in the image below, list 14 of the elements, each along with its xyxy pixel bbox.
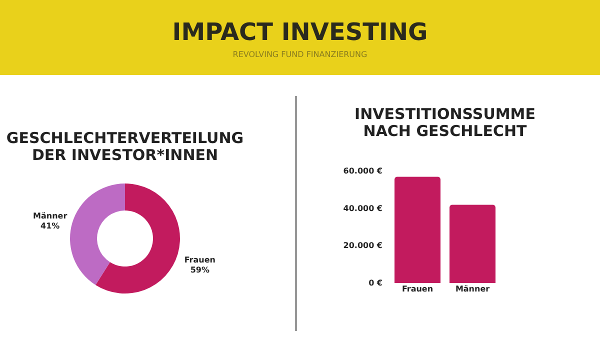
- text: REVOLVING FUND FINANZIERUNG: [232, 50, 368, 59]
- data-label: 59%: [190, 265, 210, 274]
- chart-title: INVESTITIONSSUMME NACH GESCHLECHT: [354, 105, 536, 140]
- donut-slice: [70, 184, 125, 285]
- text: IMPACT INVESTING: [172, 18, 428, 46]
- y-tick-label: 20.000 €: [343, 241, 383, 250]
- chart-title: GESCHLECHTERVERTEILUNG DER INVESTOR*INNEN: [6, 129, 244, 164]
- y-tick-label: 0 €: [368, 278, 383, 288]
- slice-label: Männer: [33, 212, 68, 221]
- y-tick-label: 60.000 €: [343, 166, 383, 176]
- donut-slice: [96, 184, 180, 294]
- data-label: 41%: [40, 222, 60, 231]
- slice-label: Frauen: [184, 255, 216, 264]
- y-tick-label: 40.000 €: [343, 204, 383, 213]
